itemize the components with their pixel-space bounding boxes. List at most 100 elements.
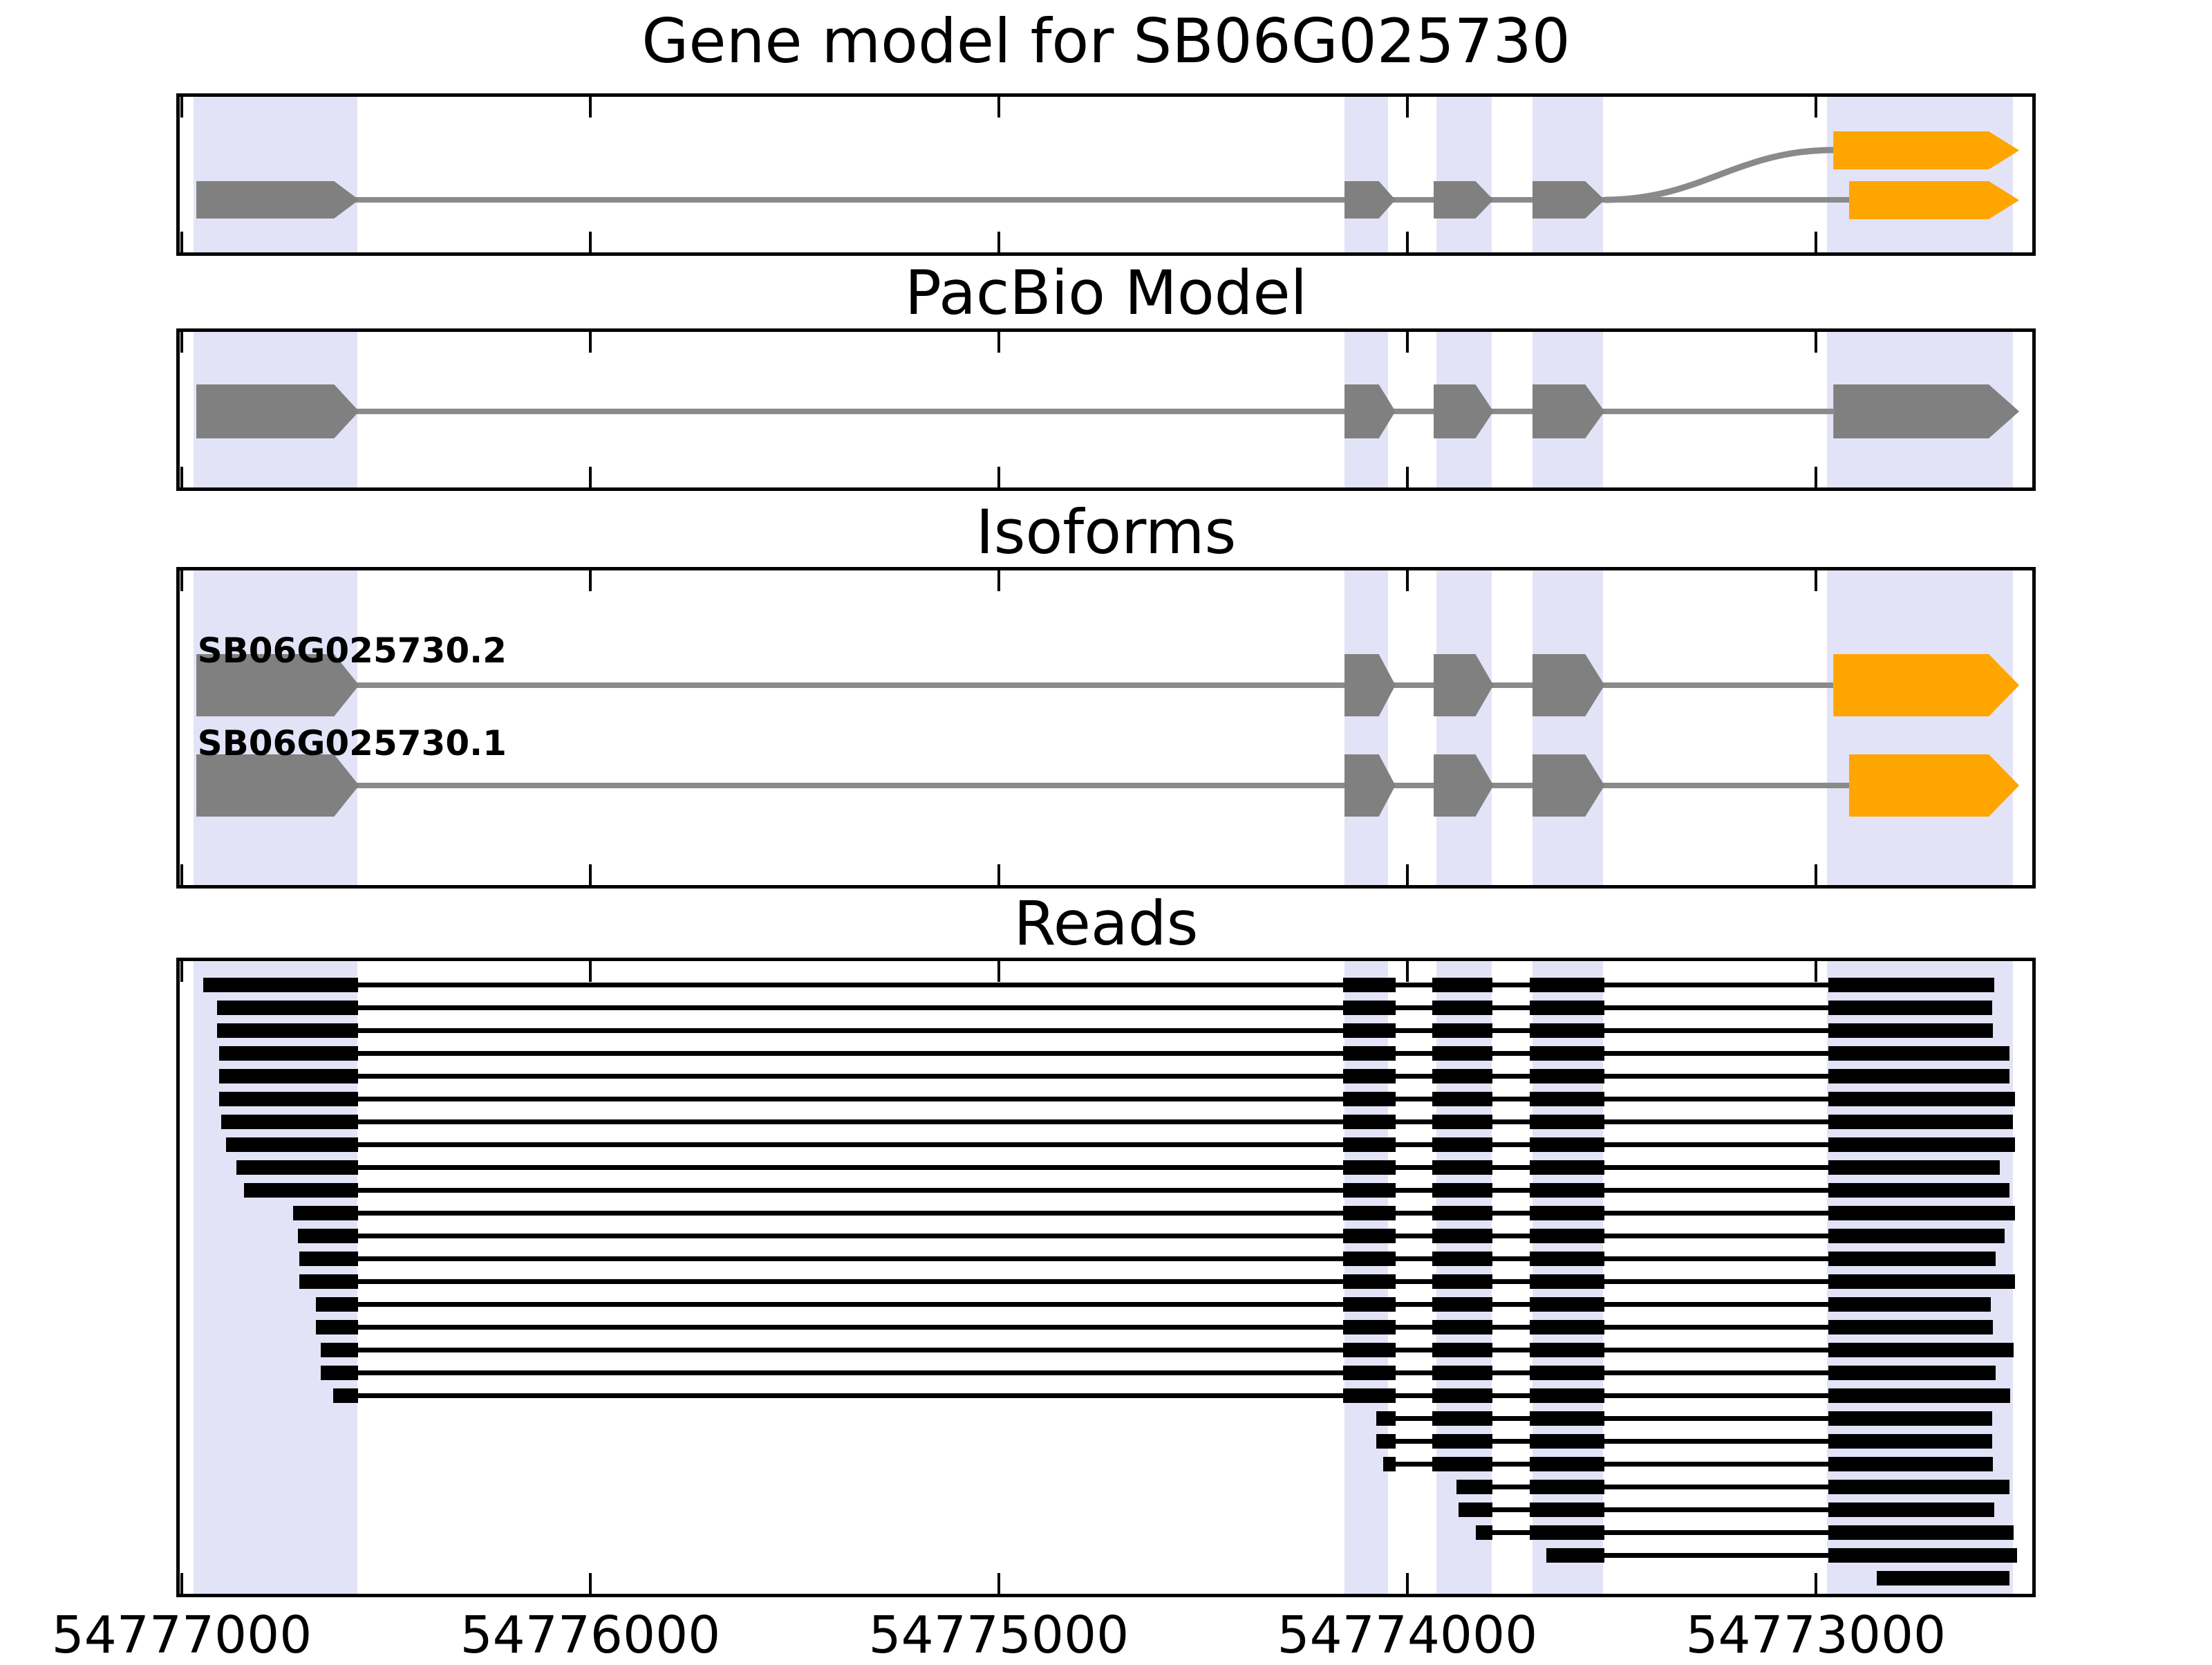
utr-exon-block — [1833, 654, 2019, 716]
axis-tick-top — [180, 570, 183, 591]
read-line — [244, 1187, 2009, 1193]
read-segment — [225, 1137, 359, 1152]
read-segment — [1343, 1068, 1396, 1083]
read-segment — [1432, 1456, 1493, 1471]
axis-tick-bottom — [180, 864, 183, 885]
read-segment — [1343, 1023, 1396, 1038]
axis-tick-bottom — [997, 467, 1000, 487]
x-axis-tick-label: 54776000 — [460, 1606, 721, 1665]
axis-tick-bottom — [1814, 232, 1817, 252]
read-segment — [1530, 1114, 1605, 1129]
read-segment — [299, 1274, 359, 1289]
read-line — [299, 1256, 1996, 1261]
read-segment — [1343, 1137, 1396, 1152]
panel-gene-model — [176, 93, 2036, 256]
read-segment — [1432, 1137, 1493, 1152]
read-segment — [1432, 1296, 1493, 1312]
highlight-band — [193, 570, 358, 885]
read-segment — [221, 1114, 359, 1129]
exon-block — [1833, 384, 2019, 438]
figure-title: Gene model for SB06G025730 — [641, 6, 1571, 77]
read-segment — [1530, 1045, 1605, 1061]
axis-tick-top — [1814, 570, 1817, 591]
read-segment — [1828, 1525, 2014, 1540]
read-segment — [1877, 1570, 2009, 1585]
read-segment — [1432, 1251, 1493, 1266]
read-segment — [1343, 1182, 1396, 1198]
read-segment — [1828, 1160, 2000, 1175]
read-segment — [1530, 1479, 1605, 1494]
read-line — [1376, 1415, 1993, 1421]
read-segment — [1343, 1000, 1396, 1015]
axis-tick-bottom — [997, 1573, 1000, 1594]
read-segment — [1828, 1456, 1993, 1471]
read-segment — [1343, 1342, 1396, 1357]
read-segment — [1530, 1433, 1605, 1449]
read-line — [1475, 1529, 2014, 1535]
read-segment — [1343, 1091, 1396, 1106]
axis-tick-bottom — [1405, 232, 1409, 252]
panel-isoforms: SB06G025730.2 SB06G025730.1 — [176, 567, 2036, 889]
read-segment — [216, 1000, 359, 1015]
read-line — [321, 1370, 1996, 1375]
read-segment — [1343, 1205, 1396, 1220]
read-segment — [1828, 1045, 2009, 1061]
read-line — [292, 1210, 2015, 1216]
read-segment — [1432, 1274, 1493, 1289]
highlight-band — [1436, 570, 1492, 885]
read-line — [236, 1164, 2000, 1170]
intron-line — [196, 682, 1834, 688]
read-segment — [1530, 1502, 1605, 1517]
read-segment — [1530, 1137, 1605, 1152]
highlight-band — [1532, 97, 1604, 252]
panel-title-reads: Reads — [1013, 888, 1199, 959]
read-segment — [1343, 977, 1396, 992]
intron-line — [196, 197, 1849, 203]
read-segment — [1828, 1433, 1993, 1449]
axis-tick-top — [1814, 97, 1817, 118]
read-segment — [1343, 1319, 1396, 1334]
read-segment — [1828, 1182, 2009, 1198]
read-segment — [203, 977, 359, 992]
axis-tick-bottom — [997, 232, 1000, 252]
read-segment — [1530, 1000, 1605, 1015]
axis-tick-bottom — [1405, 864, 1409, 885]
read-line — [298, 1233, 2005, 1238]
read-segment — [1530, 1068, 1605, 1083]
axis-tick-bottom — [997, 864, 1000, 885]
read-segment — [1828, 1365, 1996, 1380]
read-segment — [1432, 1319, 1493, 1334]
read-segment — [1456, 1479, 1493, 1494]
x-axis-tick-label: 54774000 — [1277, 1606, 1538, 1665]
axis-tick-bottom — [588, 467, 592, 487]
splice-curve — [1604, 147, 1834, 203]
read-segment — [1546, 1547, 1605, 1563]
isoform-label: SB06G025730.1 — [197, 723, 507, 763]
read-segment — [1530, 1251, 1605, 1266]
axis-tick-top — [1405, 570, 1409, 591]
read-segment — [218, 1068, 359, 1083]
exon-block — [196, 754, 359, 817]
panel-title-isoforms: Isoforms — [975, 496, 1237, 568]
read-line — [216, 1005, 1993, 1010]
axis-tick-top — [1814, 961, 1817, 982]
intron-line — [196, 409, 1834, 414]
axis-tick-bottom — [588, 1573, 592, 1594]
read-segment — [1828, 1205, 2015, 1220]
read-segment — [1432, 1182, 1493, 1198]
read-line — [316, 1301, 1991, 1307]
read-line — [1459, 1507, 1995, 1512]
read-line — [299, 1278, 2015, 1284]
axis-tick-bottom — [1405, 1573, 1409, 1594]
read-segment — [1530, 1342, 1605, 1357]
read-segment — [1432, 1045, 1493, 1061]
read-segment — [1828, 1319, 1993, 1334]
read-segment — [1343, 1251, 1396, 1266]
read-segment — [1343, 1388, 1396, 1403]
read-segment — [1828, 1502, 1995, 1517]
read-segment — [1376, 1411, 1396, 1426]
axis-tick-bottom — [1405, 467, 1409, 487]
panel-title-pacbio: PacBio Model — [904, 257, 1308, 328]
read-segment — [218, 1045, 359, 1061]
exon-block — [196, 654, 359, 716]
